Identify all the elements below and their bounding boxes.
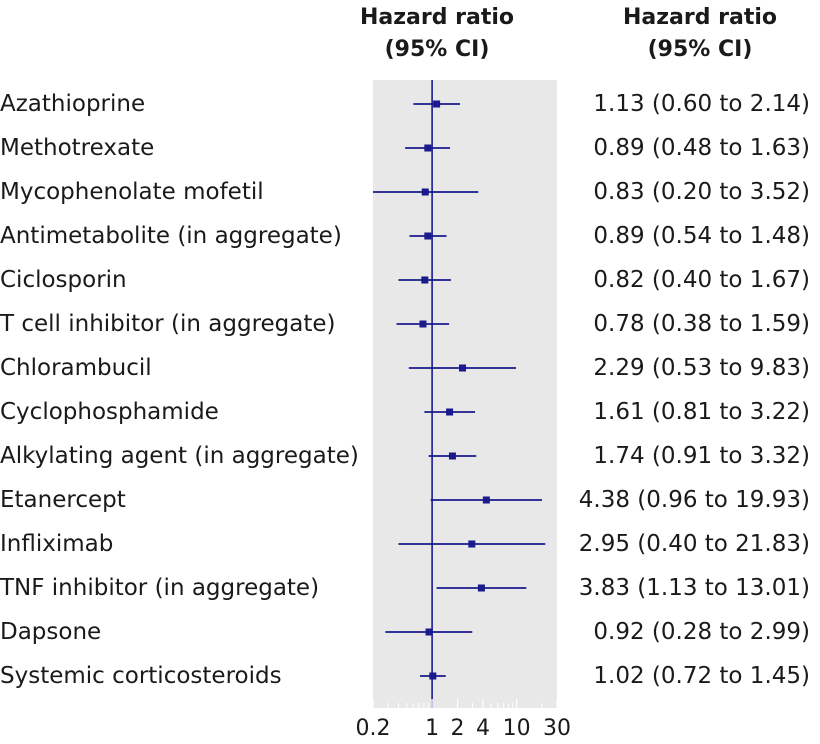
- values-column-header: Hazard ratio (95% CI): [590, 2, 810, 66]
- row-label: Infliximab: [0, 531, 114, 557]
- row-value: 1.61 (0.81 to 3.22): [593, 399, 810, 425]
- row-value: 1.02 (0.72 to 1.45): [593, 663, 810, 689]
- row-value: 2.29 (0.53 to 9.83): [593, 355, 810, 381]
- row-label: Mycophenolate mofetil: [0, 179, 264, 205]
- row-value: 0.92 (0.28 to 2.99): [593, 619, 810, 645]
- hr-point: [433, 100, 441, 108]
- x-tick-label: 0.2: [356, 716, 391, 741]
- hr-point: [446, 408, 454, 416]
- plot-header-line2: (95% CI): [384, 37, 490, 62]
- values-header-line2: (95% CI): [647, 37, 753, 62]
- x-tick-label: 1: [425, 716, 439, 741]
- row-value: 3.83 (1.13 to 13.01): [578, 575, 810, 601]
- row-value: 0.83 (0.20 to 3.52): [593, 179, 810, 205]
- hr-point: [459, 364, 467, 372]
- hr-point: [424, 232, 432, 240]
- row-label: Antimetabolite (in aggregate): [0, 223, 342, 249]
- row-label: Methotrexate: [0, 135, 155, 161]
- row-value: 4.38 (0.96 to 19.93): [578, 487, 810, 513]
- hr-point: [429, 672, 437, 680]
- row-label: Cyclophosphamide: [0, 399, 219, 425]
- row-value: 0.89 (0.54 to 1.48): [593, 223, 810, 249]
- hr-point: [425, 628, 433, 636]
- row-label: Ciclosporin: [0, 267, 127, 293]
- hr-point: [424, 144, 432, 152]
- hr-point: [421, 188, 429, 196]
- plot-column-header: Hazard ratio (95% CI): [332, 2, 542, 66]
- row-label: Alkylating agent (in aggregate): [0, 443, 359, 469]
- values-header-line1: Hazard ratio: [622, 5, 778, 30]
- row-label: Systemic corticosteroids: [0, 663, 282, 689]
- row-label: TNF inhibitor (in aggregate): [0, 575, 320, 601]
- x-tick-label: 30: [543, 716, 571, 741]
- x-tick-label: 2: [451, 716, 465, 741]
- row-label: T cell inhibitor (in aggregate): [0, 311, 336, 337]
- x-tick-label: 4: [476, 716, 490, 741]
- x-tick-label: 10: [503, 716, 531, 741]
- row-value: 2.95 (0.40 to 21.83): [578, 531, 810, 557]
- hr-point: [477, 584, 485, 592]
- hr-point: [448, 452, 456, 460]
- row-value: 0.78 (0.38 to 1.59): [593, 311, 810, 337]
- row-value: 1.13 (0.60 to 2.14): [593, 91, 810, 117]
- row-value: 1.74 (0.91 to 3.32): [593, 443, 810, 469]
- hr-point: [421, 276, 429, 284]
- row-label: Azathioprine: [0, 91, 146, 117]
- hr-point: [419, 320, 427, 328]
- plot-panel: [373, 80, 557, 708]
- plot-header-line1: Hazard ratio: [359, 5, 515, 30]
- row-value: 0.89 (0.48 to 1.63): [593, 135, 810, 161]
- row-label: Chlorambucil: [0, 355, 152, 381]
- row-value: 0.82 (0.40 to 1.67): [593, 267, 810, 293]
- row-label: Etanercept: [0, 487, 126, 513]
- row-label: Dapsone: [0, 619, 102, 645]
- hr-point: [468, 540, 476, 548]
- hr-point: [482, 496, 490, 504]
